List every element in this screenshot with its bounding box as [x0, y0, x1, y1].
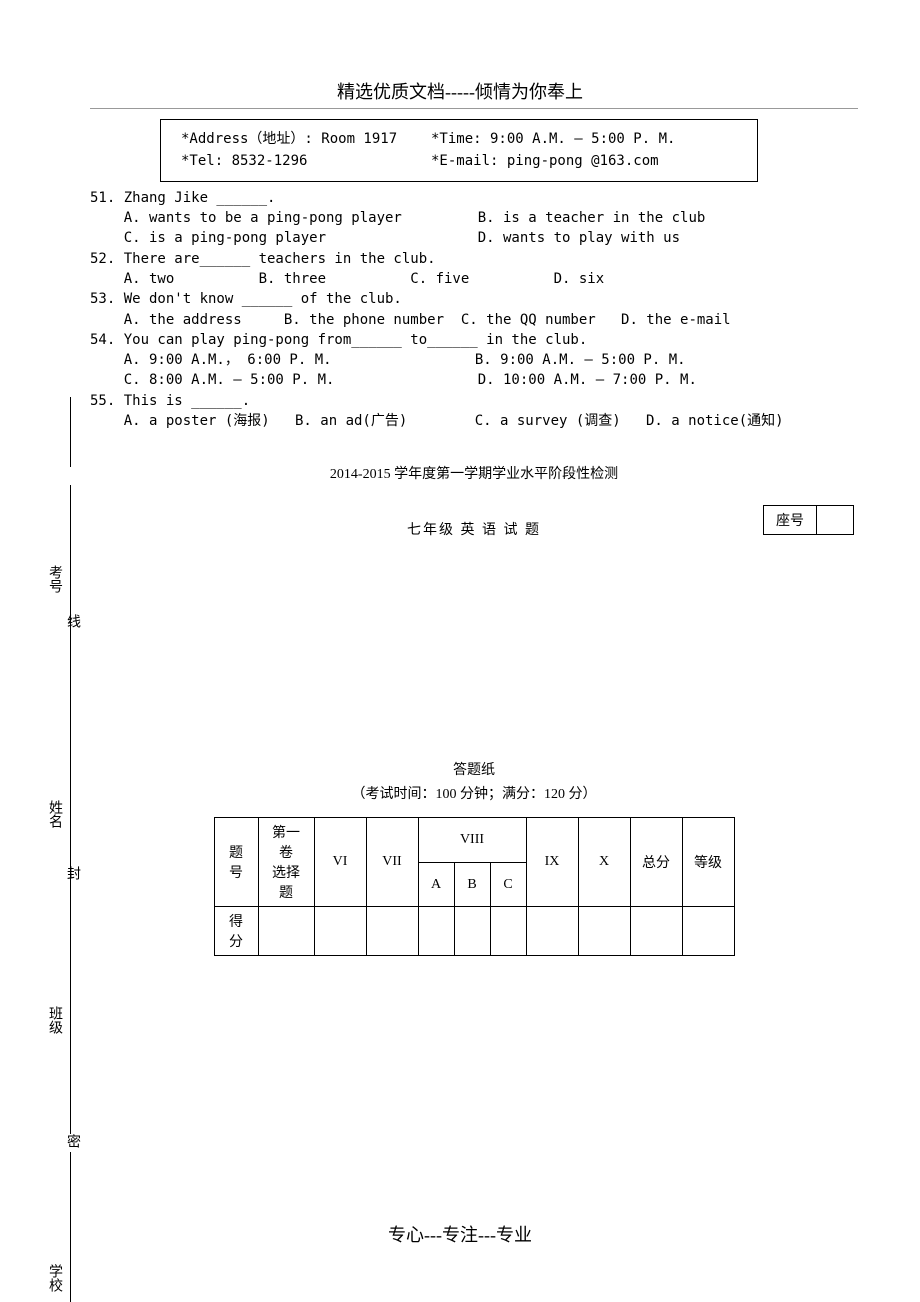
th-choice-l2: 选择题: [272, 866, 300, 901]
time-label: *Time: 9:00 A.M. – 5:00 P. M.: [431, 128, 737, 150]
q-line: A. the address B. the phone number C. th…: [90, 310, 858, 330]
content-area: *Address（地址）: Room 1917 *Time: 9:00 A.M.…: [90, 109, 858, 956]
q-line: 54. You can play ping-pong from______ to…: [90, 330, 858, 350]
q-line: C. 8:00 A.M. – 5:00 P. M. D. 10:00 A.M. …: [90, 370, 858, 390]
score-cell: [418, 907, 454, 956]
score-table: 题号 第一卷 选择题 VI VII VIII IX X 总分 等级 A B C …: [214, 817, 735, 956]
th-viii-c: C: [490, 862, 526, 907]
q-line: 55. This is ______.: [90, 391, 858, 411]
score-cell: [490, 907, 526, 956]
th-vii: VII: [366, 818, 418, 907]
seat-number-box: 座号: [763, 505, 854, 535]
answer-sheet-title: 答题纸: [90, 759, 858, 779]
score-row-label: 得分: [214, 907, 258, 956]
th-total: 总分: [630, 818, 682, 907]
th-choice: 第一卷 选择题: [258, 818, 314, 907]
address-label: *Address（地址）: Room 1917: [181, 128, 431, 150]
exam-title: 2014-2015 学年度第一学期学业水平阶段性检测: [90, 463, 858, 483]
q-line: 52. There are______ teachers in the club…: [90, 249, 858, 269]
questions-block: 51. Zhang Jike ______. A. wants to be a …: [90, 188, 858, 432]
score-cell: [454, 907, 490, 956]
vrule: [70, 485, 71, 610]
th-viii-b: B: [454, 862, 490, 907]
vchar-mi: 密: [62, 1134, 82, 1148]
score-cell: [578, 907, 630, 956]
vchar-feng: 封: [62, 866, 82, 880]
email-label: *E-mail: ping-pong @163.com: [431, 150, 737, 172]
q-line: 51. Zhang Jike ______.: [90, 188, 858, 208]
th-title: 题号: [214, 818, 258, 907]
th-viii-a: A: [418, 862, 454, 907]
score-cell: [314, 907, 366, 956]
score-cell: [682, 907, 734, 956]
info-box: *Address（地址）: Room 1917 *Time: 9:00 A.M.…: [160, 119, 758, 182]
page-footer: 专心---专注---专业: [0, 1221, 920, 1247]
seat-blank: [817, 506, 853, 534]
tel-label: *Tel: 8532-1296: [181, 150, 431, 172]
vrule: [70, 634, 71, 866]
score-cell: [258, 907, 314, 956]
th-grade: 等级: [682, 818, 734, 907]
q-line: A. a poster (海报) B. an ad(广告) C. a surve…: [90, 411, 858, 431]
vlabel-name: 姓名: [44, 800, 64, 828]
q-line: A. 9:00 A.M.， 6:00 P. M. B. 9:00 A.M. – …: [90, 350, 858, 370]
vchar-xian: 线: [62, 614, 82, 628]
page-header: 精选优质文档-----倾情为你奉上: [0, 0, 920, 108]
q-line: A. wants to be a ping-pong player B. is …: [90, 208, 858, 228]
th-vi: VI: [314, 818, 366, 907]
q-line: C. is a ping-pong player D. wants to pla…: [90, 228, 858, 248]
q-line: 53. We don't know ______ of the club.: [90, 289, 858, 309]
score-cell: [630, 907, 682, 956]
th-x: X: [578, 818, 630, 907]
exam-info: （考试时间：100 分钟；满分：120 分）: [90, 783, 858, 803]
vrule: [70, 1152, 71, 1300]
th-choice-l1: 第一卷: [272, 826, 300, 861]
seat-label: 座号: [764, 506, 817, 534]
vlabel-examno: 考号: [44, 565, 64, 593]
th-viii: VIII: [418, 818, 526, 863]
q-line: A. two B. three C. five D. six: [90, 269, 858, 289]
vlabel-class: 班级: [44, 1006, 64, 1034]
score-cell: [366, 907, 418, 956]
vrule: [70, 397, 71, 467]
score-cell: [526, 907, 578, 956]
vlabel-school: 学校: [44, 1264, 64, 1292]
th-ix: IX: [526, 818, 578, 907]
vrule: [70, 884, 71, 1134]
